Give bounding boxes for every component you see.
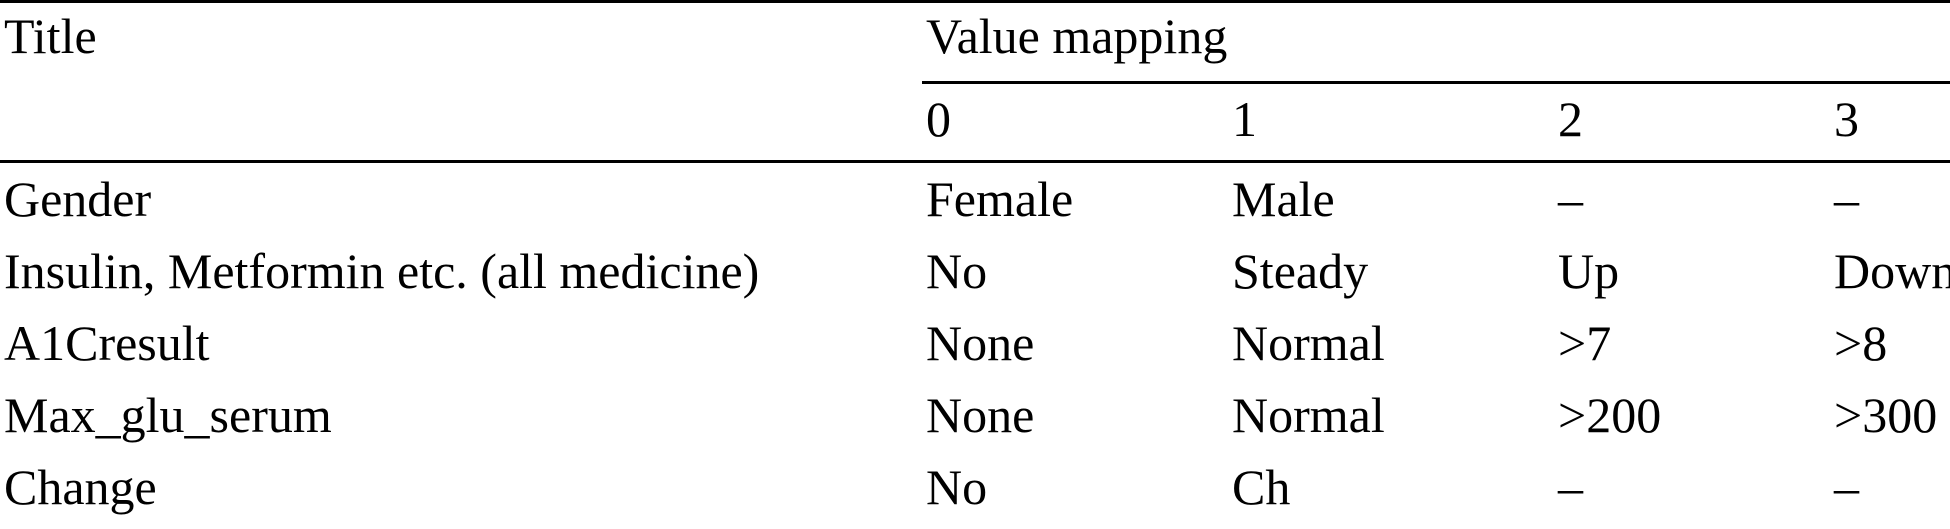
- row-title: Change: [4, 459, 157, 515]
- header-row: Title Value mapping: [0, 1, 1950, 84]
- value-cell: Normal: [1232, 387, 1385, 443]
- value-cell: None: [926, 315, 1035, 371]
- table-row-gender: Gender Female Male – –: [0, 162, 1950, 236]
- table-row-max-glu-serum: Max_glu_serum None Normal >200 >300: [0, 379, 1950, 451]
- value-cell: –: [1834, 459, 1859, 515]
- table-row-change: Change No Ch – –: [0, 451, 1950, 523]
- value-cell: –: [1558, 459, 1583, 515]
- value-cell: >8: [1834, 315, 1888, 371]
- value-cell: Steady: [1232, 243, 1369, 299]
- value-cell: >7: [1558, 315, 1612, 371]
- title-column-header: Title: [4, 8, 97, 64]
- value-cell: >200: [1558, 387, 1662, 443]
- value-column-header-1: 1: [1228, 82, 1554, 163]
- value-cell: –: [1830, 523, 1950, 529]
- value-cell: Female: [926, 171, 1074, 227]
- value-subheader-row: 0 1 2 3: [0, 82, 1950, 163]
- table-row-diabetesmed: DiabetesMed No Yes – –: [0, 523, 1950, 529]
- value-cell: No: [926, 459, 988, 515]
- row-title: DiabetesMed: [0, 523, 922, 529]
- row-title: Gender: [4, 171, 152, 227]
- value-cell: –: [1558, 171, 1583, 227]
- value-cell: Down: [1834, 243, 1950, 299]
- value-column-header-0: 0: [922, 82, 1228, 163]
- value-cell: Normal: [1232, 315, 1385, 371]
- table-row-a1cresult: A1Cresult None Normal >7 >8: [0, 307, 1950, 379]
- value-mapping-group-header: Value mapping: [922, 1, 1950, 84]
- value-cell: Ch: [1232, 459, 1291, 515]
- value-cell: No: [922, 523, 1228, 529]
- value-cell: >300: [1834, 387, 1938, 443]
- value-cell: Male: [1232, 171, 1335, 227]
- value-cell: Yes: [1228, 523, 1554, 529]
- value-column-header-2: 2: [1554, 82, 1830, 163]
- table-row-insulin-metformin: Insulin, Metformin etc. (all medicine) N…: [0, 235, 1950, 307]
- row-title: Insulin, Metformin etc. (all medicine): [4, 243, 760, 299]
- value-cell: No: [926, 243, 988, 299]
- empty-header-cell: [0, 82, 922, 163]
- row-title: Max_glu_serum: [4, 387, 332, 443]
- row-title: A1Cresult: [4, 315, 210, 371]
- value-cell: –: [1554, 523, 1830, 529]
- value-cell: None: [926, 387, 1035, 443]
- value-cell: Up: [1558, 243, 1620, 299]
- value-cell: –: [1834, 171, 1859, 227]
- value-column-header-3: 3: [1830, 82, 1950, 163]
